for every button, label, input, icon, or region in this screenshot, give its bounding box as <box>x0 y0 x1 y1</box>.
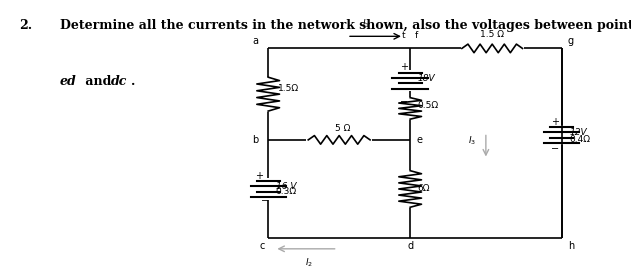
Text: g: g <box>568 36 574 46</box>
Text: $I_1$: $I_1$ <box>362 17 370 30</box>
Text: t: t <box>401 31 405 40</box>
Text: b: b <box>252 135 259 145</box>
Text: $I_2$: $I_2$ <box>305 256 313 269</box>
Text: 0.5Ω: 0.5Ω <box>418 101 439 110</box>
Text: ed: ed <box>60 75 77 88</box>
Text: 0.4Ω: 0.4Ω <box>569 135 590 144</box>
Text: 1.5 Ω: 1.5 Ω <box>480 30 504 39</box>
Text: 5 Ω: 5 Ω <box>334 124 350 133</box>
Text: .: . <box>131 75 136 88</box>
Text: 18V: 18V <box>418 73 435 83</box>
Text: h: h <box>568 241 574 251</box>
Text: 1.5Ω: 1.5Ω <box>278 84 298 93</box>
Text: 12V: 12V <box>569 128 587 137</box>
Text: dc: dc <box>110 75 127 88</box>
Text: Determine all the currents in the network shown, also the voltages between point: Determine all the currents in the networ… <box>60 19 631 32</box>
Text: +: + <box>551 117 559 127</box>
Text: d: d <box>407 241 413 251</box>
Text: f: f <box>415 31 418 40</box>
Text: +: + <box>400 62 408 72</box>
Text: 0.3Ω: 0.3Ω <box>276 187 297 196</box>
Text: 2.: 2. <box>19 19 32 32</box>
Text: and: and <box>81 75 115 88</box>
Text: 6Ω: 6Ω <box>418 185 430 193</box>
Text: $I_3$: $I_3$ <box>468 134 476 147</box>
Text: e: e <box>416 135 423 145</box>
Text: 16 V: 16 V <box>276 182 296 191</box>
Text: −: − <box>261 196 269 206</box>
Text: a: a <box>252 36 259 46</box>
Text: +: + <box>255 171 262 180</box>
Text: c: c <box>259 241 265 251</box>
Text: −: − <box>400 97 408 107</box>
Text: −: − <box>551 144 559 154</box>
